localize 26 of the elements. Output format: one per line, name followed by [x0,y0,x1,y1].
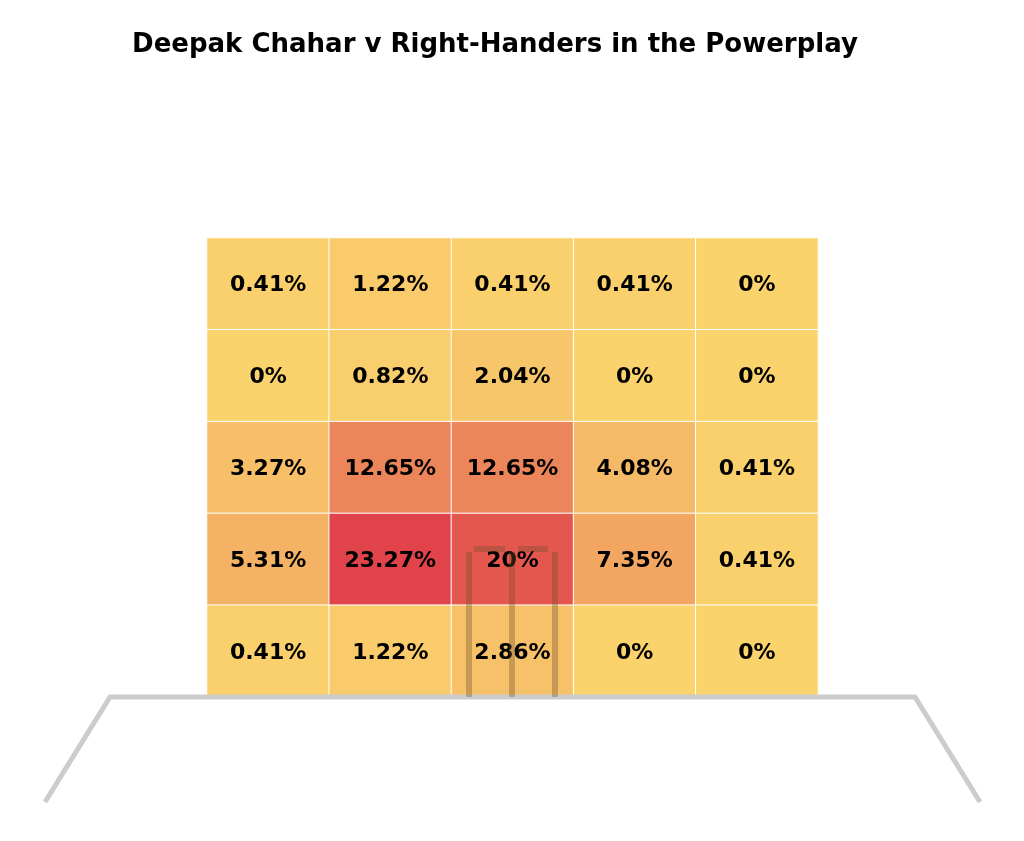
data-label: 0.82% [352,363,429,389]
data-label: 0.41% [596,271,673,297]
data-label: 0.41% [229,271,307,297]
data-label: 2.04% [474,363,551,389]
data-label: 1.22% [352,271,429,297]
data-label: 0.41% [718,455,796,480]
data-label: 0% [616,363,654,389]
data-label: 0% [249,363,287,389]
data-label: 23.27% [344,546,437,572]
chart-title: Deepak Chahar v Right-Handers in the Powerplay [132,28,858,58]
data-label: 4.08% [596,455,673,480]
data-label: 2.86% [474,638,551,664]
data-label: 0% [738,363,776,389]
data-label: 0% [738,271,776,297]
data-label: 0.41% [718,546,796,572]
data-label: 0.41% [229,638,307,664]
data-label: 0.41% [474,271,551,297]
data-label: 3.27% [229,455,307,480]
data-label: 12.65% [466,455,559,480]
data-label: 0% [616,638,654,664]
data-label: 0% [738,638,776,664]
data-label: 1.22% [352,638,429,664]
data-label: 20% [486,546,539,572]
data-label: 12.65% [344,455,437,480]
data-label: 5.31% [229,546,307,572]
data-label: 7.35% [596,546,673,572]
